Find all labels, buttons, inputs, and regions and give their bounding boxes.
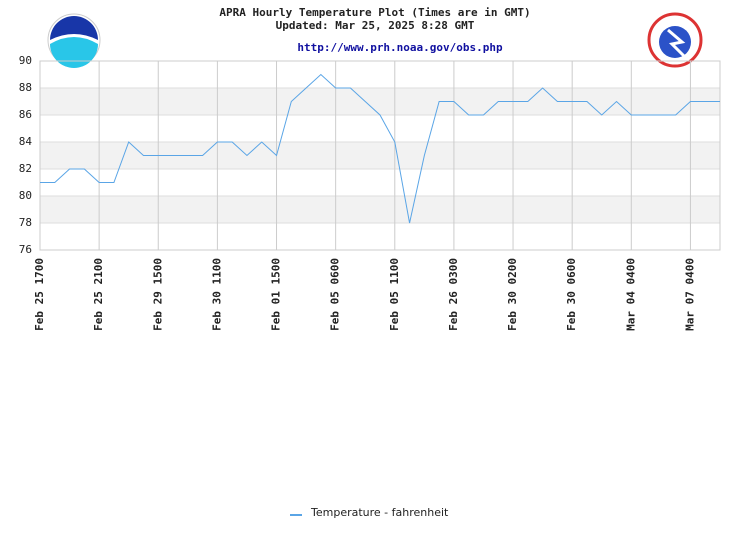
- y-tick-label: 78: [19, 216, 32, 229]
- legend-label: Temperature - fahrenheit: [310, 506, 449, 519]
- source-link[interactable]: http://www.prh.noaa.gov/obs.php: [297, 41, 503, 54]
- x-tick-label: Feb 01 1500: [270, 258, 283, 331]
- y-tick-label: 86: [19, 108, 32, 121]
- x-tick-label: Feb 30 0600: [565, 258, 578, 331]
- chart-subtitle: Updated: Mar 25, 2025 8:28 GMT: [276, 19, 475, 32]
- x-tick-label: Feb 30 1100: [210, 258, 223, 331]
- y-tick-label: 80: [19, 189, 32, 202]
- y-tick-label: 82: [19, 162, 32, 175]
- grid-band: [40, 88, 720, 115]
- x-tick-label: Feb 25 2100: [92, 258, 105, 331]
- grid-band: [40, 196, 720, 223]
- x-tick-label: Mar 07 0400: [683, 258, 696, 331]
- x-tick-label: Feb 05 0600: [329, 258, 342, 331]
- x-tick-label: Mar 04 0400: [624, 258, 637, 331]
- x-tick-label: Feb 05 1100: [388, 258, 401, 331]
- grid-band: [40, 142, 720, 169]
- data-line: [40, 73, 720, 224]
- plot-border: [39, 60, 721, 251]
- y-tick-label: 88: [19, 81, 32, 94]
- chart-title: APRA Hourly Temperature Plot (Times are …: [219, 6, 530, 19]
- noaa-logo: [47, 13, 101, 68]
- y-tick-label: 76: [19, 243, 32, 256]
- y-tick-label: 84: [19, 135, 33, 148]
- x-tick-label: Feb 29 1500: [151, 258, 164, 331]
- x-tick-label: Feb 30 0200: [506, 258, 519, 331]
- x-tick-label: Feb 26 0300: [447, 258, 460, 331]
- y-tick-label: 90: [19, 54, 32, 67]
- nws-logo: [647, 12, 703, 68]
- x-tick-label: Feb 25 1700: [33, 258, 46, 331]
